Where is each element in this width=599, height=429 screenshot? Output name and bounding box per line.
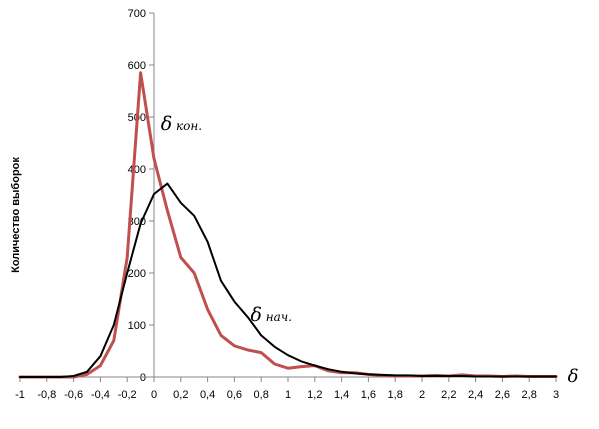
- x-tick-label: 0: [151, 389, 157, 401]
- x-tick-label: -1: [15, 389, 25, 401]
- x-tick-label: 0,8: [254, 389, 269, 401]
- x-tick-label: 1,8: [388, 389, 403, 401]
- x-tick-label: 2,4: [468, 389, 483, 401]
- x-tick-label: -0,6: [64, 389, 83, 401]
- series-annotation: δ нач.: [250, 304, 292, 326]
- series-lines: [18, 71, 558, 379]
- x-tick-label: 0,6: [227, 389, 242, 401]
- annotations: δ кон. δ нач.: [161, 113, 292, 326]
- x-axis: -1 -0,8 -0,6 -0,4 -0,2 0 0,2 0,4 0,6 0,8 1 1,2 1,4 1,…: [15, 376, 559, 401]
- x-tick-label: 0,2: [173, 389, 188, 401]
- x-tick-label: 3: [553, 389, 559, 401]
- x-tick-label: 2,2: [441, 389, 456, 401]
- y-tick-label: 200: [128, 268, 146, 280]
- series-line-2: [19, 182, 557, 378]
- y-tick-label: 600: [128, 60, 146, 72]
- y-axis-label: Количество выборок: [10, 157, 22, 273]
- y-tick-label: 400: [128, 164, 146, 176]
- x-tick-label: -0,8: [37, 389, 56, 401]
- y-tick-label: 700: [128, 8, 146, 20]
- x-tick-label: 2,6: [495, 389, 510, 401]
- x-tick-label: -0,4: [91, 389, 110, 401]
- x-tick-label: 0,4: [200, 389, 215, 401]
- x-tick-label: 2: [419, 389, 425, 401]
- y-tick-label: 100: [128, 320, 146, 332]
- x-tick-label: 1,4: [334, 389, 349, 401]
- series-line-1: [18, 71, 558, 379]
- y-tick-label: 0: [140, 372, 146, 384]
- x-tick-label: 2,8: [522, 389, 537, 401]
- x-tick-label: 1,2: [307, 389, 322, 401]
- y-tick-label: 300: [128, 216, 146, 228]
- x-tick-label: 1,6: [361, 389, 376, 401]
- x-tick-label: -0,2: [118, 389, 137, 401]
- x-axis-label: δ: [568, 366, 579, 387]
- x-tick-label: 1: [285, 389, 291, 401]
- series-annotation: δ кон.: [161, 113, 202, 135]
